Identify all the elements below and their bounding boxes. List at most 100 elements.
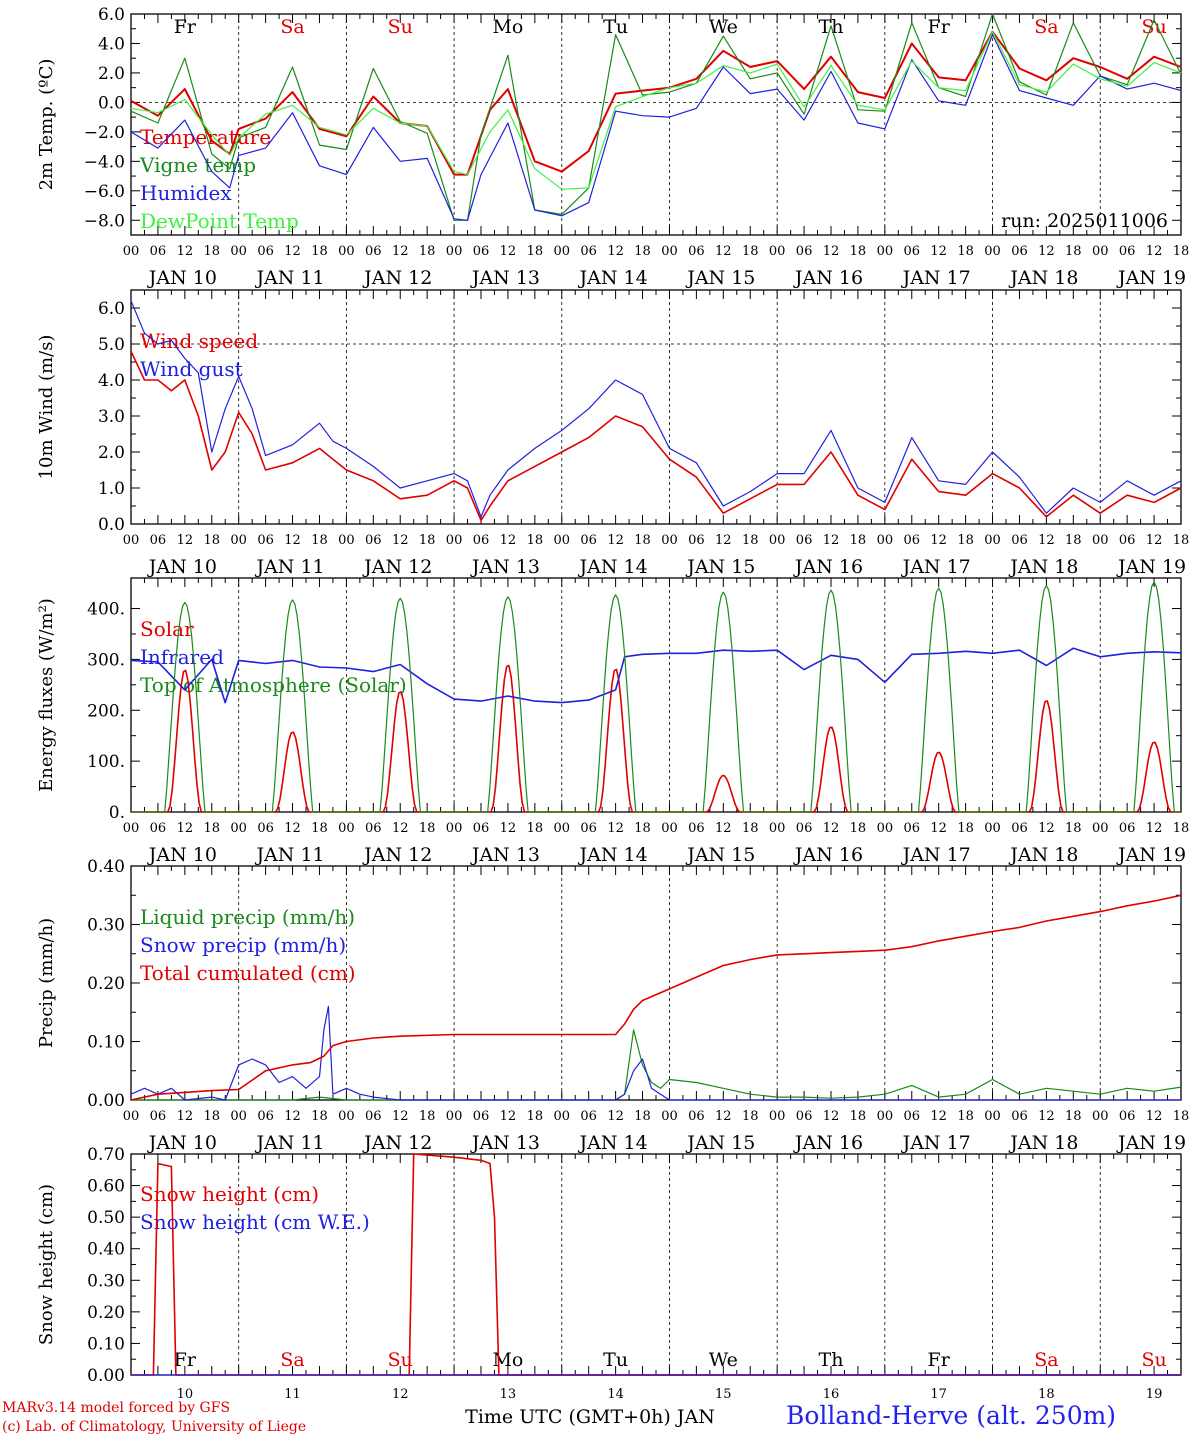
series-line: [131, 581, 1181, 813]
y-tick-label: 0.: [109, 803, 125, 823]
day-label: JAN 16: [793, 556, 863, 578]
legend-entry: Humidex: [140, 181, 232, 205]
legend-entry: Infrared: [140, 645, 224, 669]
hour-tick-label: 06: [688, 1109, 705, 1124]
hour-tick-label: 12: [715, 244, 732, 259]
hour-tick-label: 18: [527, 821, 544, 836]
hour-tick-label: 12: [500, 244, 517, 259]
hour-tick-label: 00: [338, 244, 355, 259]
hour-tick-label: 06: [903, 244, 920, 259]
hour-tick-label: 00: [230, 244, 247, 259]
hour-tick-label: 00: [230, 821, 247, 836]
series-line: [130, 13, 1182, 221]
day-number-label: 11: [284, 1387, 301, 1402]
y-tick-label: 0.30: [87, 916, 125, 936]
hour-tick-label: 18: [1173, 1109, 1190, 1124]
y-axis-label: Energy fluxes (W/m²): [36, 598, 57, 792]
series-line: [130, 33, 1182, 221]
hour-tick-label: 00: [553, 1109, 570, 1124]
y-axis-label: 10m Wind (m/s): [36, 335, 57, 480]
hour-tick-label: 12: [500, 533, 517, 548]
hour-tick-label: 12: [392, 1109, 409, 1124]
hour-tick-label: 18: [311, 821, 328, 836]
hour-tick-label: 18: [1065, 244, 1082, 259]
panel-frame-1: [130, 13, 1182, 236]
day-number-label: 16: [823, 1387, 840, 1402]
series-line: [130, 31, 1182, 190]
run-label: run: 2025011006: [1001, 210, 1168, 232]
series-line: [130, 300, 1182, 518]
day-number-label: 15: [715, 1387, 732, 1402]
hour-tick-label: 00: [230, 1109, 247, 1124]
hour-tick-label: 06: [1011, 1109, 1028, 1124]
weekday-label: Mo: [492, 1349, 523, 1371]
hour-tick-label: 06: [688, 821, 705, 836]
day-number-label: 17: [930, 1387, 947, 1402]
hour-tick-label: 18: [850, 244, 867, 259]
hour-tick-label: 00: [553, 244, 570, 259]
hour-tick-label: 18: [203, 244, 220, 259]
y-tick-label: −6.0: [84, 182, 125, 202]
day-number-label: 13: [500, 1387, 517, 1402]
hour-tick-label: 18: [634, 1109, 651, 1124]
panel-frame-2: [130, 289, 1182, 525]
hour-tick-label: 06: [688, 533, 705, 548]
hour-tick-label: 18: [742, 1109, 759, 1124]
hour-tick-label: 12: [1146, 821, 1163, 836]
hour-tick-label: 06: [473, 244, 490, 259]
y-tick-label: 0.70: [87, 1145, 125, 1165]
hour-tick-label: 12: [500, 1109, 517, 1124]
hour-tick-label: 18: [1065, 821, 1082, 836]
day-label: JAN 12: [362, 1132, 432, 1154]
hour-tick-label: 18: [419, 533, 436, 548]
hour-tick-label: 12: [607, 821, 624, 836]
hour-tick-label: 06: [903, 533, 920, 548]
hour-tick-label: 06: [365, 821, 382, 836]
weekday-label: Tu: [603, 16, 628, 38]
hour-tick-label: 06: [257, 1109, 274, 1124]
hour-tick-label: 00: [984, 533, 1001, 548]
day-number-label: 12: [392, 1387, 409, 1402]
hour-tick-label: 00: [338, 533, 355, 548]
hour-tick-label: 12: [930, 244, 947, 259]
day-label: JAN 13: [470, 556, 540, 578]
hour-tick-label: 18: [311, 1109, 328, 1124]
y-tick-label: 1.0: [98, 479, 125, 499]
hour-tick-label: 06: [580, 1109, 597, 1124]
legend-entry: Total cumulated (cm): [140, 961, 356, 985]
hour-tick-label: 12: [715, 533, 732, 548]
day-label: JAN 19: [1116, 267, 1186, 289]
day-label: JAN 18: [1008, 267, 1078, 289]
y-axis-label: Precip (mm/h): [36, 918, 57, 1048]
y-tick-label: 6.0: [98, 5, 125, 25]
hour-tick-label: 00: [123, 1109, 140, 1124]
hour-tick-label: 18: [311, 533, 328, 548]
hour-tick-label: 00: [984, 821, 1001, 836]
hour-tick-label: 18: [850, 821, 867, 836]
day-label: JAN 12: [362, 556, 432, 578]
y-tick-label: 0.60: [87, 1177, 125, 1197]
hour-tick-label: 06: [1119, 533, 1136, 548]
hour-tick-label: 00: [338, 821, 355, 836]
hour-tick-label: 12: [823, 821, 840, 836]
weekday-label: Th: [819, 1349, 844, 1371]
y-tick-label: 0.00: [87, 1091, 125, 1111]
hour-tick-label: 12: [1038, 1109, 1055, 1124]
hour-tick-label: 12: [177, 244, 194, 259]
y-tick-label: 0.10: [87, 1033, 125, 1053]
hour-tick-label: 06: [796, 821, 813, 836]
series-line: [130, 894, 1182, 1101]
day-label: JAN 15: [685, 844, 755, 866]
hour-tick-label: 06: [1011, 244, 1028, 259]
hour-tick-label: 06: [580, 244, 597, 259]
day-label: JAN 13: [470, 267, 540, 289]
hour-tick-label: 06: [1119, 821, 1136, 836]
day-label: JAN 11: [254, 556, 324, 578]
hour-tick-label: 06: [150, 1109, 167, 1124]
hour-tick-label: 06: [150, 533, 167, 548]
legend-entry: Snow height (cm W.E.): [140, 1210, 370, 1234]
hour-tick-label: 18: [527, 533, 544, 548]
y-tick-label: 0.0: [98, 93, 125, 113]
weekday-label: Fr: [928, 1349, 951, 1371]
legend-entry: Liquid precip (mm/h): [140, 905, 355, 929]
